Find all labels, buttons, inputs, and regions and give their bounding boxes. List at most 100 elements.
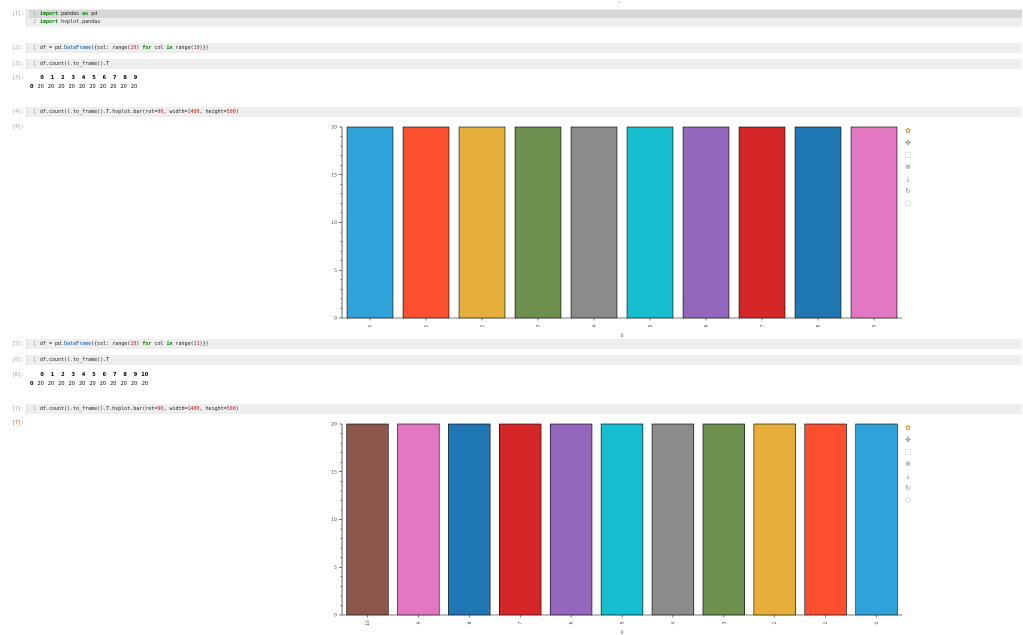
bar: [402, 126, 450, 319]
hover-icon[interactable]: ◌: [904, 199, 912, 207]
column-header: 6: [102, 371, 107, 378]
pan-icon[interactable]: ✥: [905, 436, 911, 444]
column-header: 3: [71, 74, 75, 81]
code-token: ): [136, 45, 143, 51]
table-cell: 20: [130, 380, 138, 387]
code-token: for: [142, 45, 152, 51]
table-row: 0 20 20 20 20 20 20 20 20 20 20 20: [28, 379, 150, 388]
reset-icon[interactable]: ↻: [905, 484, 911, 492]
x-tick-label: 5: [620, 621, 626, 624]
bar: [458, 126, 506, 319]
table-cell: 20: [120, 83, 127, 90]
code-cell-3[interactable]: 1 df.count().to_frame().T: [26, 59, 1022, 69]
code-token: range(: [172, 45, 194, 51]
bar-chart-1[interactable]: 0 5 10 15 20 0 1 2 3 4 5 6 7 8 9 0: [326, 122, 906, 338]
pan-icon[interactable]: ✥: [905, 139, 911, 147]
y-tick-label: 0: [334, 316, 337, 322]
code-cell-2[interactable]: 1 df = pd.DataFrame({col: range(20) for c…: [26, 43, 1022, 53]
code-token: pandas: [58, 11, 83, 17]
bar: [804, 423, 847, 616]
input-prompt-2: [2]:: [11, 45, 24, 51]
column-header: 8: [123, 74, 127, 81]
input-prompt-4: [4]:: [11, 109, 24, 115]
table-cell: 20: [110, 380, 117, 387]
wheel-zoom-icon[interactable]: ⊕: [905, 163, 911, 171]
code-token: ): [235, 109, 239, 115]
input-prompt-3: [3]:: [11, 61, 24, 67]
code-token: in: [166, 341, 173, 347]
x-tick-label: 10: [365, 620, 371, 626]
input-prompt-7: [7]:: [11, 406, 24, 412]
x-tick-label: 7: [518, 621, 524, 624]
table-cell: 20: [58, 380, 65, 387]
code-cell-4[interactable]: 1 df.count().to_frame().T.hvplot.bar(rot=…: [26, 107, 1022, 117]
column-header: 8: [123, 371, 127, 378]
code-line: 1 df.count().to_frame().T.hvplot.bar(rot=…: [29, 108, 1022, 116]
code-token: 20: [130, 341, 137, 347]
code-token: import: [40, 19, 59, 25]
hover-icon[interactable]: ◌: [904, 496, 912, 504]
code-token: 10: [193, 45, 200, 51]
output-prompt-6: [6]:: [11, 372, 24, 378]
table-cell: 20: [37, 380, 44, 387]
wheel-zoom-icon[interactable]: ⊕: [905, 460, 911, 468]
code-token: ({col: range(: [91, 341, 131, 347]
x-tick-label: 1: [424, 324, 430, 327]
bar: [570, 126, 618, 319]
code-token: for: [142, 341, 152, 347]
column-header: 3: [71, 371, 75, 378]
code-line: 1 df = pd.DataFrame({col: range(20) for c…: [29, 340, 1022, 348]
x-tick-label: 8: [467, 621, 473, 624]
table-cell: 20: [68, 83, 75, 90]
bar: [346, 423, 389, 616]
table-cell: 20: [68, 380, 75, 387]
column-header: 7: [113, 74, 117, 81]
output-prompt-7: [7]:: [11, 420, 24, 426]
code-token: df = pd.: [40, 45, 65, 51]
table-cell: 20: [89, 83, 96, 90]
table-cell: 20: [141, 380, 149, 387]
code-cell-5[interactable]: 1 df = pd.DataFrame({col: range(20) for c…: [26, 339, 1022, 349]
box-zoom-icon[interactable]: ⬚: [904, 151, 912, 159]
bokeh-logo-icon: ✿: [905, 127, 911, 135]
bar: [651, 423, 695, 616]
table-cell: 20: [89, 380, 96, 387]
bar-chart-2[interactable]: 0 5 10 15 20 10 9 8 7 6 5 4 3 2 1 0 0: [326, 419, 906, 635]
bar: [448, 423, 491, 616]
code-token: 500: [226, 406, 236, 412]
row-index: 0: [30, 83, 34, 90]
line-number: 1: [32, 45, 36, 51]
reset-icon[interactable]: ↻: [905, 187, 911, 195]
y-tick-label: 20: [331, 422, 337, 428]
x-tick-label: 5: [648, 324, 654, 327]
save-icon[interactable]: ⤓: [906, 174, 910, 183]
plot-toolbar-2: ✿ ✥ ⬚ ⊕ ⤓ ↻ ◌: [902, 422, 914, 506]
bar: [850, 126, 898, 319]
x-tick-label: 6: [569, 621, 575, 624]
x-tick-label: 9: [872, 324, 878, 327]
code-token: 11: [193, 341, 200, 347]
x-tick-label: 2: [772, 621, 778, 624]
code-token: , width=: [163, 406, 188, 412]
column-header: 10: [141, 371, 149, 378]
code-token: df.count().to_frame().T.hvplot.bar(rot=: [40, 109, 158, 115]
x-tick-label: 7: [760, 324, 766, 327]
x-tick-label: 4: [670, 621, 676, 624]
code-cell-1[interactable]: 1 import pandas as pd 2 import hvplot.panda…: [26, 9, 1022, 27]
code-token: hvplot.pandas: [58, 19, 101, 25]
x-tick-label: 2: [480, 324, 486, 327]
plot-toolbar-1: ✿ ✥ ⬚ ⊕ ⤓ ↻ ◌: [902, 125, 914, 209]
bar: [855, 423, 898, 616]
code-token: DataFrame: [64, 45, 92, 51]
save-icon[interactable]: ⤓: [906, 471, 910, 480]
code-cell-7[interactable]: 1 df.count().to_frame().T.hvplot.bar(rot=…: [26, 404, 1022, 414]
code-token: import: [40, 11, 59, 17]
table-cell: 20: [78, 380, 86, 387]
column-header: 0: [40, 74, 44, 81]
bar: [738, 126, 786, 319]
code-cell-6[interactable]: 1 df.count().to_frame().T: [26, 355, 1022, 365]
box-zoom-icon[interactable]: ⬚: [904, 448, 912, 456]
y-tick-label: 5: [334, 268, 337, 274]
column-header: 5: [92, 371, 96, 378]
